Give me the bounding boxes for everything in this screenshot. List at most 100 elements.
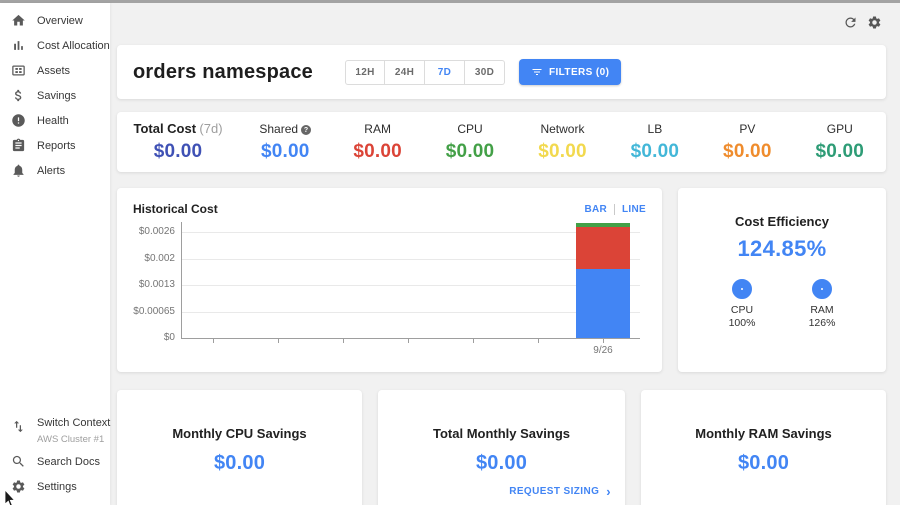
range-button-7d[interactable]: 7D (424, 59, 465, 85)
x-tick (278, 339, 279, 343)
sidebar-item-label: Overview (37, 14, 83, 27)
sidebar-item-label: Cost Allocation (37, 39, 110, 52)
dollar-icon (11, 88, 26, 103)
refresh-icon[interactable] (843, 15, 858, 30)
bar-chart-icon (11, 38, 26, 53)
metric-label: GPU (826, 121, 853, 136)
x-tick-label: 9/26 (593, 345, 613, 356)
search-docs-label: Search Docs (37, 455, 100, 468)
efficiency-title: Cost Efficiency (735, 214, 829, 229)
metric-total-cost: Total Cost (7d) $0.00 (117, 121, 239, 163)
gridline (181, 311, 640, 313)
metric-network: Network $0.00 (516, 122, 608, 163)
metric-label: RAM (364, 121, 391, 136)
bar-segment-blue[interactable] (576, 268, 630, 338)
gauge-label: RAM 126% (808, 304, 836, 329)
sidebar-item-health[interactable]: Health (0, 108, 110, 133)
metric-shared: Shared? $0.00 (239, 122, 331, 163)
range-button-12h[interactable]: 12H (344, 59, 385, 85)
x-tick (538, 339, 539, 343)
gridline (181, 232, 640, 233)
sidebar-item-label: Health (37, 114, 69, 127)
monthly-ram-savings-card: Monthly RAM Savings $0.00 (641, 390, 886, 505)
sidebar-item-assets[interactable]: Assets (0, 58, 110, 83)
switch-context-button[interactable]: Switch Context AWS Cluster #1 (0, 417, 110, 447)
x-tick (473, 339, 474, 343)
metric-value: $0.00 (260, 140, 310, 162)
savings-card-title: Monthly CPU Savings (172, 426, 307, 441)
search-docs-button[interactable]: Search Docs (0, 449, 110, 474)
sidebar-item-cost-allocation[interactable]: Cost Allocation (0, 33, 110, 58)
sidebar-item-label: Alerts (37, 164, 66, 177)
metric-value: $0.00 (538, 140, 587, 162)
gauge-label: CPU 100% (728, 304, 756, 329)
chart-type-toggle: BAR LINE (584, 203, 646, 215)
metric-value: $0.00 (445, 140, 495, 162)
metric-value: $0.00 (353, 140, 402, 162)
monthly-cpu-savings-card: Monthly CPU Savings $0.00 (117, 390, 362, 505)
gridline (181, 285, 640, 286)
settings-button[interactable]: Settings (0, 474, 110, 499)
x-tick (213, 339, 214, 343)
page-header-card: orders namespace 12H 24H 7D 30D FILTERS … (117, 45, 886, 99)
savings-card-value: $0.00 (475, 452, 528, 474)
range-button-24h[interactable]: 24H (384, 59, 425, 85)
y-tick-label: $0.0026 (138, 226, 175, 237)
toggle-line[interactable]: LINE (622, 203, 646, 215)
metric-label: Network (540, 121, 585, 136)
title-namespace-name: orders (133, 60, 197, 83)
health-alert-icon (11, 113, 26, 128)
chevron-right-icon: › (606, 483, 611, 499)
range-button-30d[interactable]: 30D (464, 59, 505, 85)
home-icon (11, 13, 26, 28)
y-tick-label: $0.002 (144, 252, 175, 264)
toggle-bar[interactable]: BAR (584, 203, 616, 215)
metric-gpu: GPU $0.00 (794, 122, 886, 163)
savings-card-value: $0.00 (737, 452, 790, 474)
sidebar: Overview Cost Allocation Assets Savings … (0, 3, 110, 505)
sidebar-item-overview[interactable]: Overview (0, 8, 110, 33)
efficiency-value: 124.85% (737, 236, 827, 261)
historical-cost-card: Historical Cost BAR LINE $0.0026 $0.002 $0… (117, 188, 662, 372)
info-icon[interactable]: ? (301, 125, 312, 135)
bar-segment-green[interactable] (576, 222, 630, 227)
sidebar-footer: Switch Context AWS Cluster #1 Search Doc… (0, 417, 110, 499)
switch-context-label: Switch Context (37, 417, 111, 429)
topbar-actions (843, 15, 882, 30)
y-tick-label: $0.00065 (133, 305, 175, 317)
y-axis-line (181, 222, 182, 338)
metric-label: Total Cost (7d) (133, 121, 223, 136)
metric-value: $0.00 (815, 140, 865, 162)
sidebar-item-reports[interactable]: Reports (0, 133, 110, 158)
savings-card-value: $0.00 (213, 452, 266, 474)
sidebar-item-savings[interactable]: Savings (0, 83, 110, 108)
savings-card-title: Total Monthly Savings (433, 426, 570, 441)
sidebar-item-label: Savings (37, 89, 77, 102)
metric-lb: LB $0.00 (609, 122, 701, 163)
sidebar-item-label: Reports (37, 139, 76, 152)
request-sizing-link[interactable]: REQUEST SIZING › (509, 483, 611, 499)
filters-button-label: FILTERS (0) (548, 66, 610, 78)
bar-chart-plot: $0.0026 $0.002 $0.0013 $0.00065 $0 9/26 (133, 222, 640, 356)
chart-title: Historical Cost (133, 202, 218, 216)
efficiency-gauges: CPU 100% RAM 126% (678, 279, 886, 330)
settings-gear-icon[interactable] (867, 15, 882, 30)
stacked-bar[interactable] (576, 222, 630, 338)
bell-icon (11, 163, 26, 178)
sidebar-item-alerts[interactable]: Alerts (0, 158, 110, 183)
page-title: orders namespace (133, 61, 313, 84)
metric-value: $0.00 (630, 140, 680, 162)
assets-grid-icon (11, 63, 26, 78)
sidebar-item-label: Assets (37, 64, 71, 77)
bar-segment-red[interactable] (576, 226, 630, 269)
gridline (181, 258, 640, 260)
y-tick-label: $0.0013 (138, 279, 175, 290)
search-icon (11, 454, 26, 469)
savings-card-title: Monthly RAM Savings (695, 426, 832, 441)
sidebar-nav: Overview Cost Allocation Assets Savings … (0, 3, 110, 183)
ram-donut-ring (812, 279, 832, 299)
metric-label: PV (739, 121, 756, 136)
metric-value: $0.00 (723, 140, 772, 162)
filters-button[interactable]: FILTERS (0) (518, 59, 622, 85)
